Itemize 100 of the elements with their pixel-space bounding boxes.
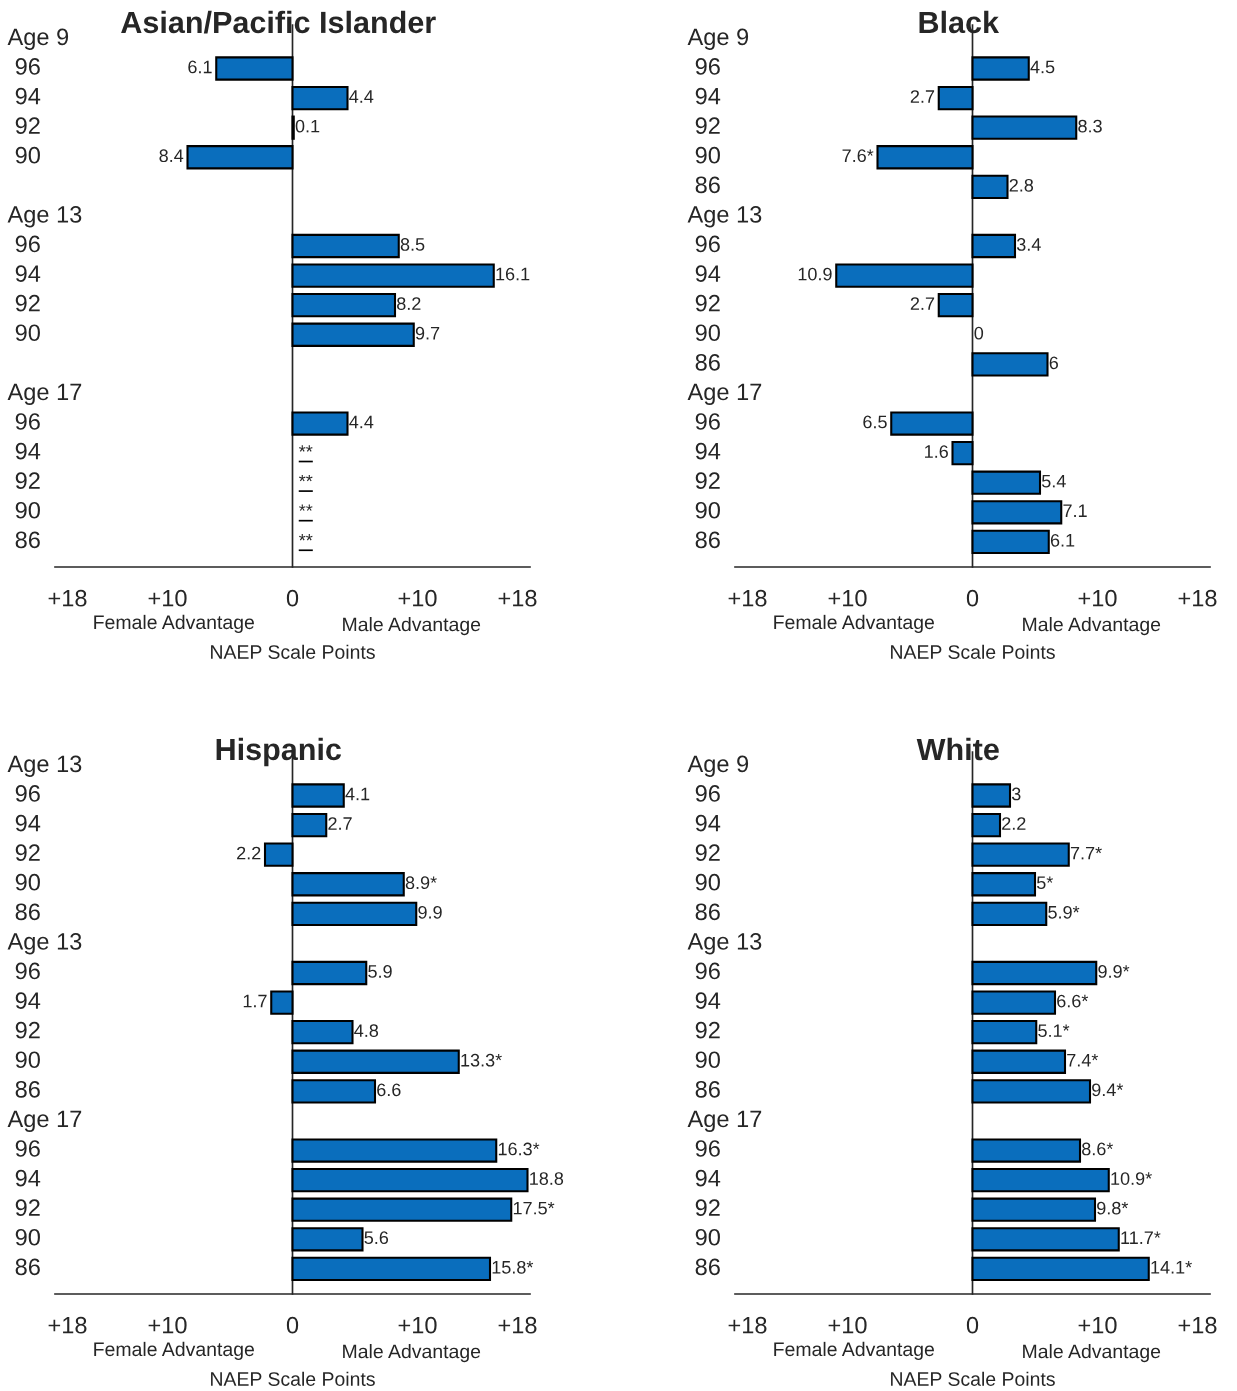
y-tick-label: 96 bbox=[695, 58, 720, 75]
y-tick-label: 86 bbox=[15, 531, 40, 549]
y-tick-label: 90 bbox=[695, 324, 720, 342]
data-label: 3 bbox=[1011, 787, 1021, 801]
y-tick-label: Age 17 bbox=[687, 1110, 762, 1132]
data-label: 7.1 bbox=[1063, 504, 1087, 517]
data-label: 8.9* bbox=[405, 876, 437, 890]
bar bbox=[186, 145, 294, 170]
x-axis-title: NAEP Scale Points bbox=[211, 644, 375, 659]
bar bbox=[835, 263, 974, 288]
data-label: 1.7 bbox=[243, 994, 267, 1008]
x-tick-label: +18 bbox=[1178, 589, 1217, 607]
data-label: 7.4* bbox=[1067, 1054, 1099, 1067]
y-tick-label: 96 bbox=[15, 235, 40, 253]
y-tick-label: 94 bbox=[695, 87, 721, 105]
data-label: 5.1* bbox=[1038, 1024, 1070, 1038]
y-tick-label: Age 13 bbox=[687, 933, 762, 955]
y-tick-label: 86 bbox=[15, 1080, 40, 1098]
y-tick-label: 94 bbox=[15, 265, 41, 282]
y-tick-label: 96 bbox=[695, 785, 720, 802]
x-tick-label: +18 bbox=[498, 1316, 537, 1334]
data-label: 5.4 bbox=[1041, 474, 1066, 488]
chart-title: Hispanic bbox=[216, 737, 342, 767]
x-tick-label: +10 bbox=[148, 1316, 187, 1334]
chart-title: White bbox=[916, 737, 999, 761]
bar bbox=[291, 1256, 492, 1281]
x-tick-label: +10 bbox=[1078, 589, 1117, 607]
data-label: 18.8 bbox=[530, 1172, 564, 1185]
bar bbox=[971, 812, 1002, 838]
data-label: 6.6 bbox=[377, 1083, 401, 1097]
text: Female Advantage bbox=[94, 1341, 254, 1360]
x-tick-label: +10 bbox=[148, 589, 187, 607]
y-tick-label: 96 bbox=[695, 962, 720, 980]
data-label: 16.1 bbox=[496, 267, 530, 281]
y-tick-label: 92 bbox=[15, 1199, 40, 1217]
bar bbox=[971, 872, 1037, 897]
bar bbox=[971, 783, 1012, 808]
y-tick-label: 90 bbox=[15, 324, 40, 342]
bar bbox=[971, 56, 1030, 81]
bar bbox=[291, 1138, 498, 1163]
y-tick-label: 94 bbox=[15, 992, 41, 1009]
bar bbox=[291, 783, 345, 808]
x-tick-label: +18 bbox=[728, 589, 767, 607]
data-label: 16.3* bbox=[498, 1142, 540, 1156]
data-label: 2.2 bbox=[1002, 817, 1026, 830]
y-tick-label: 92 bbox=[15, 294, 40, 312]
y-tick-label: 96 bbox=[695, 413, 720, 430]
y-tick-label: 94 bbox=[15, 814, 41, 832]
data-label: 10.9 bbox=[798, 267, 832, 281]
text: ** bbox=[299, 445, 313, 452]
data-label: 2.2 bbox=[237, 846, 261, 860]
x-tick-label: 0 bbox=[966, 589, 979, 607]
y-tick-label: 90 bbox=[15, 1051, 40, 1069]
bar bbox=[971, 115, 1078, 140]
data-label: 8.2 bbox=[397, 297, 421, 311]
x-tick-label: +10 bbox=[828, 589, 867, 607]
bar bbox=[971, 500, 1063, 525]
x-tick-label: 0 bbox=[286, 1316, 299, 1334]
y-tick-label: 92 bbox=[15, 844, 40, 861]
data-label: 8.6* bbox=[1082, 1142, 1114, 1156]
bar bbox=[971, 901, 1048, 926]
bar bbox=[971, 1227, 1120, 1252]
y-tick-label: Age 9 bbox=[687, 755, 749, 777]
chart-title: Black bbox=[919, 10, 1000, 34]
bar bbox=[291, 263, 495, 288]
y-tick-label: 90 bbox=[15, 873, 40, 891]
y-tick-label: 86 bbox=[695, 176, 720, 194]
x-tick-label: +10 bbox=[398, 1316, 437, 1334]
text: Male Advantage bbox=[343, 617, 481, 636]
data-label: 7.6* bbox=[842, 149, 874, 163]
bar bbox=[291, 901, 418, 926]
y-tick-label: 94 bbox=[15, 442, 41, 460]
data-label: 9.8* bbox=[1097, 1201, 1129, 1215]
data-label: 0.1 bbox=[295, 119, 320, 133]
data-label: 11.7* bbox=[1121, 1231, 1161, 1244]
y-tick-label: 94 bbox=[695, 814, 721, 832]
bar bbox=[971, 1197, 1097, 1222]
x-axis-title: NAEP Scale Points bbox=[211, 1371, 375, 1386]
data-label: 2.7 bbox=[910, 90, 935, 103]
bar bbox=[291, 1079, 377, 1104]
data-label: 8.5 bbox=[400, 238, 425, 251]
data-label: 9.7 bbox=[415, 326, 440, 340]
y-tick-label: 86 bbox=[695, 531, 720, 549]
bar bbox=[971, 352, 1049, 377]
data-label: 6.1 bbox=[188, 60, 212, 74]
text: Female Advantage bbox=[774, 1341, 934, 1360]
bar bbox=[937, 85, 974, 111]
y-tick-label: 96 bbox=[15, 1140, 40, 1157]
bar bbox=[291, 293, 397, 318]
bar bbox=[291, 85, 349, 111]
bar bbox=[215, 56, 294, 81]
bar bbox=[937, 293, 974, 318]
y-tick-label: Age 13 bbox=[7, 755, 82, 777]
data-label: 2.7 bbox=[328, 817, 352, 830]
y-tick-label: 90 bbox=[15, 1228, 40, 1246]
y-tick-label: 86 bbox=[15, 1258, 40, 1276]
text: Female Advantage bbox=[94, 614, 254, 633]
y-tick-label: 92 bbox=[15, 1021, 40, 1039]
text: ** bbox=[299, 534, 313, 541]
x-tick-label: +10 bbox=[828, 1316, 867, 1334]
